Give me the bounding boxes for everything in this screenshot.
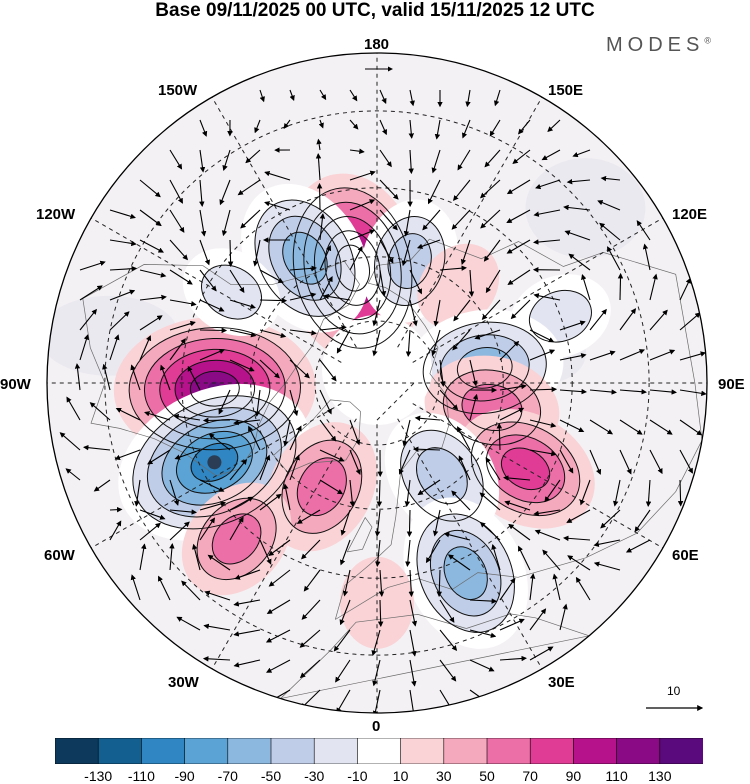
colorbar-tick-label: -70 (218, 768, 238, 784)
lon-label-60e: 60E (672, 547, 699, 564)
lon-label-0: 0 (372, 718, 380, 735)
colorbar-swatch (444, 738, 488, 764)
lon-label-90e: 90E (718, 376, 745, 393)
lon-label-150e: 150E (548, 82, 583, 99)
colorbar-tick-label: 70 (522, 768, 538, 784)
colorbar-swatch (357, 738, 401, 764)
colorbar-tick-label: 110 (605, 768, 627, 784)
colorbar-swatch (660, 738, 703, 764)
colorbar-swatch (314, 738, 358, 764)
lon-label-30e: 30E (548, 674, 575, 691)
colorbar (55, 738, 703, 764)
lon-label-30w: 30W (168, 674, 199, 691)
wind-vector (110, 509, 121, 510)
wind-vector (260, 300, 286, 301)
wind-vector (680, 480, 681, 506)
background-halo (525, 158, 645, 258)
colorbar-swatch (228, 738, 271, 764)
colorbar-swatch (617, 738, 661, 764)
colorbar-tick-label: -30 (304, 768, 324, 784)
colorbar-tick-label: -110 (128, 768, 155, 784)
wind-vector (620, 274, 621, 300)
colorbar-swatch (401, 738, 445, 764)
colorbar-swatch (271, 738, 315, 764)
colorbar-tick-label: -10 (347, 768, 367, 784)
colorbar-tick-label: 130 (648, 768, 671, 784)
lon-label-90w: 90W (0, 376, 31, 393)
wind-vector (320, 184, 321, 210)
colorbar-swatch (573, 738, 617, 764)
colorbar-tick-label: -50 (261, 768, 281, 784)
colorbar-swatch (98, 738, 142, 764)
lon-label-150w: 150W (158, 82, 197, 99)
colorbar-tick-label: -130 (84, 768, 112, 784)
colorbar-tick-label: -90 (174, 768, 194, 784)
lon-label-60w: 60W (44, 547, 75, 564)
colorbar-swatch (55, 738, 99, 764)
colorbar-swatch (530, 738, 574, 764)
colorbar-tick-label: 50 (479, 768, 495, 784)
lon-label-120w: 120W (36, 206, 75, 223)
colorbar-tick-label: 90 (566, 768, 582, 784)
colorbar-tick-label: 10 (393, 768, 409, 784)
reference-vector-label: 10 (667, 684, 680, 698)
wind-vector (230, 240, 231, 266)
colorbar-swatch (185, 738, 229, 764)
lon-label-120e: 120E (672, 206, 707, 223)
colorbar-swatch (487, 738, 531, 764)
wind-vector (409, 510, 410, 536)
wind-vector (200, 330, 226, 331)
colorbar-swatch (141, 738, 185, 764)
wind-vector (204, 420, 230, 421)
lon-label-180: 180 (364, 36, 389, 53)
colorbar-tick-label: 30 (436, 768, 452, 784)
